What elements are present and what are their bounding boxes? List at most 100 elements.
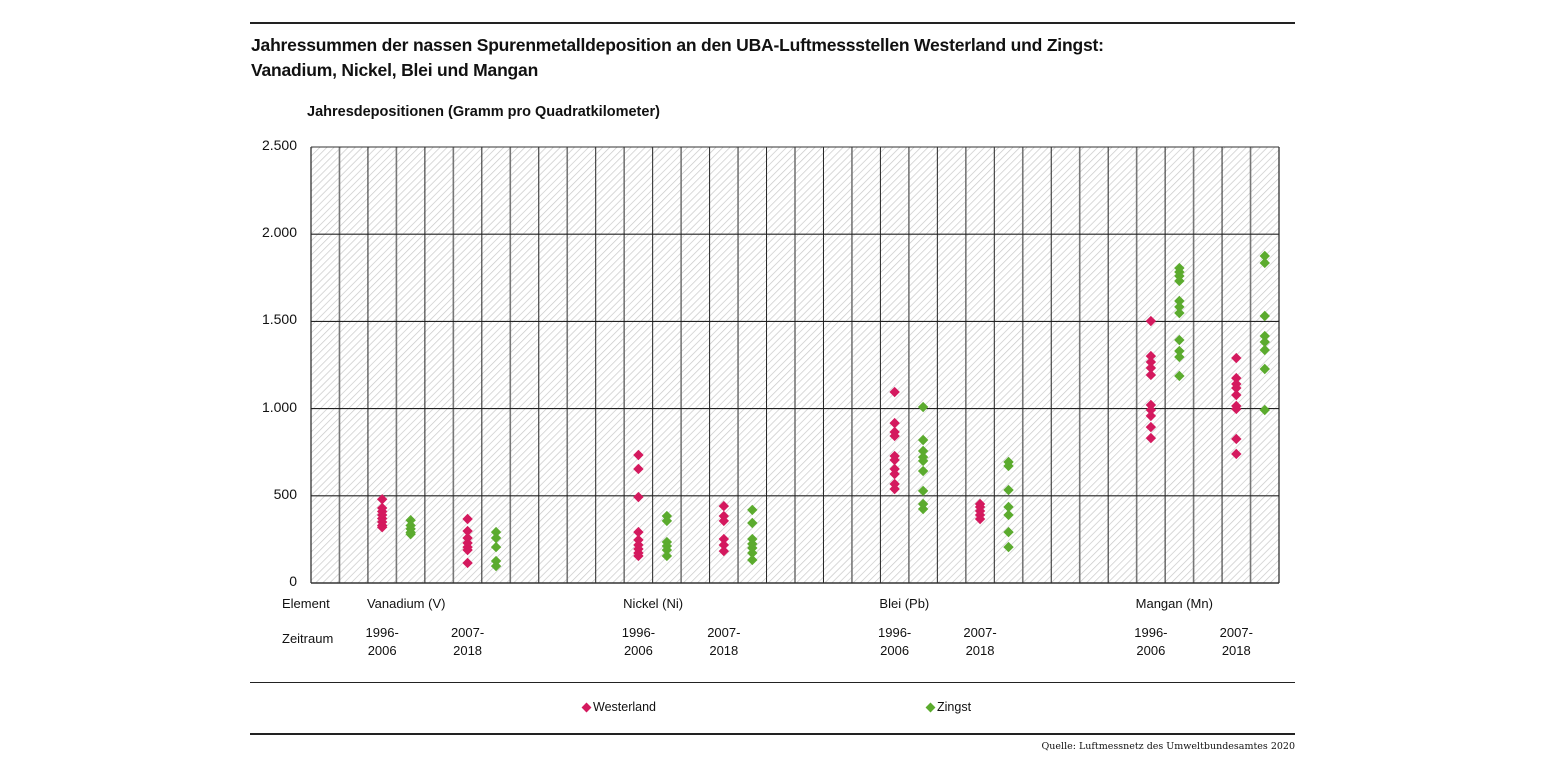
data-point-zingst <box>1259 310 1270 322</box>
chart-title: Jahressummen der nassen Spurenmetalldepo… <box>251 33 1104 83</box>
element-label: Vanadium (V) <box>366 596 446 611</box>
data-point-zingst <box>1259 330 1270 342</box>
data-point-westerland <box>718 533 730 545</box>
data-point-westerland <box>1145 350 1157 362</box>
data-point-westerland <box>1231 403 1242 415</box>
period-label-start: 2007- <box>1219 625 1253 640</box>
y-tick-label: 0 <box>289 573 297 589</box>
vertical-grid <box>310 147 1280 583</box>
y-tick-label: 2.500 <box>261 137 297 153</box>
data-point-westerland <box>1145 362 1157 374</box>
data-point-westerland <box>633 526 644 538</box>
bottom-rule <box>250 733 1295 735</box>
data-point-westerland <box>718 500 730 512</box>
horizontal-grid <box>311 146 1279 584</box>
period-label: 1996- 2006 <box>357 624 407 660</box>
data-point-zingst <box>1259 250 1270 262</box>
data-point-zingst <box>490 560 502 572</box>
data-point-zingst <box>917 434 929 446</box>
data-point-zingst <box>747 504 758 516</box>
data-point-zingst <box>1174 370 1185 382</box>
data-point-westerland <box>1145 421 1157 433</box>
top-rule <box>250 22 1295 24</box>
data-point-westerland <box>889 430 900 442</box>
data-point-westerland <box>1231 382 1242 394</box>
data-point-westerland <box>889 468 900 480</box>
data-point-westerland <box>462 557 473 569</box>
data-point-westerland <box>1145 356 1157 368</box>
data-point-zingst <box>1003 484 1014 496</box>
data-point-zingst <box>917 503 929 515</box>
data-point-zingst <box>917 455 929 467</box>
period-label-end: 2006 <box>367 643 397 658</box>
data-point-westerland <box>1145 404 1157 416</box>
y-tick-label: 500 <box>273 485 297 502</box>
data-point-westerland <box>889 386 900 398</box>
element-label: Nickel (Ni) <box>623 596 684 611</box>
y-tick-label: 1.000 <box>261 398 297 415</box>
legend-label-zingst: Zingst <box>937 700 972 714</box>
data-point-westerland <box>718 515 730 527</box>
data-point-zingst <box>1259 336 1270 348</box>
data-point-zingst <box>1259 257 1270 269</box>
period-label: 1996- 2006 <box>613 624 663 660</box>
data-point-zingst <box>1174 345 1185 357</box>
data-points <box>376 250 1270 572</box>
data-point-westerland <box>1231 352 1242 364</box>
legend-marker-westerland-icon <box>581 702 592 712</box>
period-label: 2007- 2018 <box>955 624 1005 660</box>
middle-rule <box>250 682 1295 683</box>
row-label-period: Zeitraum <box>282 631 334 646</box>
data-point-westerland <box>974 513 986 525</box>
legend-item-westerland: Westerland <box>581 700 656 714</box>
data-point-westerland <box>718 539 730 551</box>
data-point-westerland <box>1231 389 1242 401</box>
data-point-zingst <box>1003 509 1014 521</box>
period-label-end: 2006 <box>623 643 653 658</box>
data-point-zingst <box>1174 275 1185 287</box>
data-point-westerland <box>1231 372 1242 384</box>
period-label-end: 2006 <box>880 643 910 658</box>
data-point-zingst <box>661 515 673 527</box>
data-point-westerland <box>376 494 388 505</box>
data-point-zingst <box>747 554 758 566</box>
data-point-zingst <box>490 526 502 538</box>
data-point-zingst <box>1174 301 1185 313</box>
data-point-zingst <box>405 528 416 540</box>
period-label-start: 2007- <box>963 625 997 640</box>
period-label: 2007- 2018 <box>443 624 493 660</box>
period-label-start: 1996- <box>1134 625 1168 640</box>
period-label: 1996- 2006 <box>870 624 920 660</box>
y-axis-label: Jahresdepositionen (Gramm pro Quadratkil… <box>307 104 660 120</box>
period-label-end: 2006 <box>1136 643 1166 658</box>
period-label-start: 2007- <box>450 625 485 640</box>
data-point-westerland <box>1231 433 1242 445</box>
period-label: 2007- 2018 <box>699 624 749 660</box>
data-point-zingst <box>1174 334 1185 346</box>
legend-marker-zingst-icon <box>925 702 936 712</box>
data-point-zingst <box>1003 541 1014 553</box>
data-point-zingst <box>1259 363 1270 375</box>
data-point-zingst <box>405 515 416 526</box>
data-point-zingst <box>747 517 758 529</box>
data-point-westerland <box>462 513 473 525</box>
data-point-zingst <box>1174 307 1185 319</box>
data-point-zingst <box>1259 344 1270 356</box>
data-point-westerland <box>633 550 644 562</box>
element-label: Blei (Pb) <box>879 596 930 611</box>
data-point-zingst <box>917 445 929 457</box>
data-point-zingst <box>1003 526 1014 538</box>
data-point-westerland <box>1145 369 1157 381</box>
data-point-zingst <box>917 401 929 413</box>
data-point-zingst <box>1174 351 1185 363</box>
data-point-zingst <box>917 485 929 497</box>
data-point-westerland <box>1145 432 1157 444</box>
row-label-element: Element <box>282 596 330 611</box>
data-point-zingst <box>661 550 673 562</box>
data-point-westerland <box>1145 410 1157 422</box>
y-tick-label: 2.000 <box>261 224 297 241</box>
legend-label-westerland: Westerland <box>593 700 656 714</box>
chart-subtitle: Vanadium, Nickel, Blei und Mangan <box>251 60 539 80</box>
data-point-zingst <box>661 544 673 556</box>
